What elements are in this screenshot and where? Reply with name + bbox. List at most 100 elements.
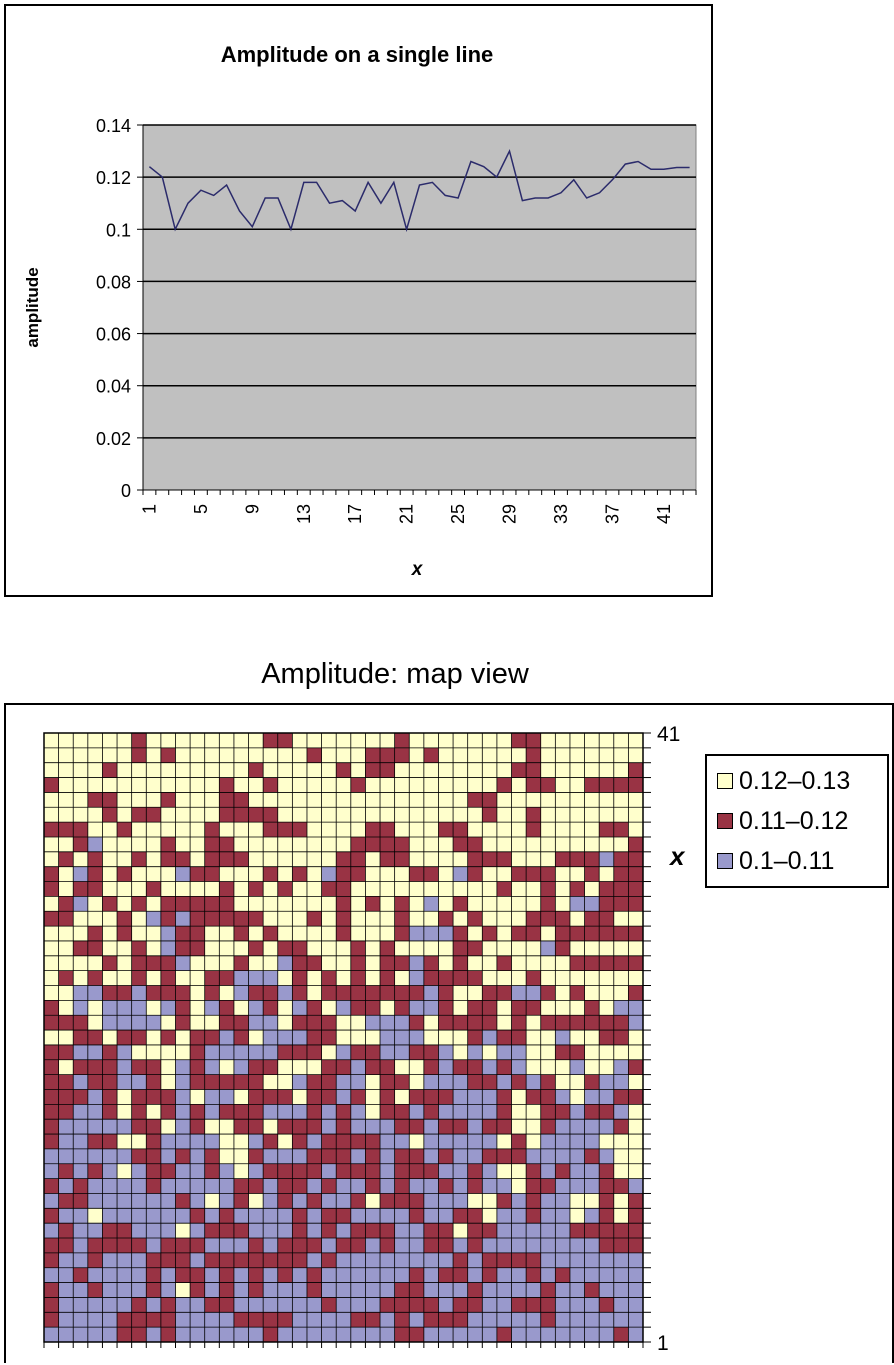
map-cell [599,1312,615,1328]
map-cell [613,733,629,749]
map-cell [219,1297,235,1313]
map-cell [569,807,585,823]
map-cell [117,1178,132,1194]
map-cell [131,1208,147,1224]
map-cell [160,1119,176,1135]
map-cell [160,1074,176,1090]
map-cell [73,1223,89,1239]
map-cell [248,1000,264,1016]
map-cell [423,851,439,867]
map-cell [146,851,162,867]
map-cell [555,1015,571,1031]
map-cell [526,1267,542,1283]
map-cell [263,807,279,823]
map-cell [526,1297,542,1313]
map-cell [204,1178,220,1194]
map-cell [306,1223,322,1239]
map-cell [526,1119,542,1135]
map-cell [613,866,629,882]
map-cell [131,940,147,957]
map-cell [350,836,366,853]
map-cell [467,955,483,971]
map-cell [292,836,308,853]
map-cell [131,762,147,778]
map-cell [438,1208,454,1224]
map-cell [613,881,629,897]
map-cell [540,896,556,912]
map-cell [248,896,264,912]
map-cell [613,822,629,838]
map-cell [496,822,512,838]
map-cell [365,866,381,882]
map-cell [146,926,162,942]
map-cell [423,1044,439,1061]
map-cell [380,851,395,867]
map-cell [219,733,235,749]
map-cell [496,1282,512,1298]
map-cell [453,762,468,778]
map-cell [160,1044,176,1061]
map-cell [628,1148,644,1165]
map-cell [336,762,352,778]
map-cell [438,1030,454,1046]
map-cell [365,1193,381,1209]
map-cell [584,762,600,778]
map-cell [540,1059,556,1075]
map-cell [336,747,352,763]
map-cell [628,985,644,1001]
map-cell [58,970,74,986]
map-cell [613,1208,629,1224]
map-cell [569,1134,585,1150]
map-cell [613,836,629,853]
map-cell [496,836,512,853]
map-cell [482,822,498,838]
map-cell [321,1059,337,1075]
map-cell [306,807,322,823]
map-cell [87,792,103,808]
map-cell [467,1000,483,1016]
map-cell [306,896,322,912]
map-cell [496,940,512,957]
map-cell [292,1282,308,1298]
map-cell [58,1208,74,1224]
map-cell [175,1312,191,1328]
map-cell [204,762,220,778]
map-cell [394,1030,410,1046]
map-cell [175,836,191,853]
map-cell [350,1148,366,1165]
map-cell [496,1297,512,1313]
map-cell [58,1238,74,1254]
map-cell [146,762,162,778]
map-cell [467,1104,483,1120]
map-cell [146,1059,162,1075]
map-cell [584,747,600,763]
map-cell [555,1238,571,1254]
map-cell [190,1267,206,1283]
map-cell [453,1030,468,1046]
map-cell [190,822,206,838]
map-cell [204,792,220,808]
map-cell [423,747,439,763]
map-cell [599,955,615,971]
map-cell [365,792,381,808]
map-cell [569,733,585,749]
map-cell [423,1000,439,1016]
map-cell [540,777,556,793]
map-cell [438,1238,454,1254]
map-cell [628,1238,644,1254]
map-cell [204,1163,220,1179]
map-cell [175,1089,191,1105]
map-cell [321,1000,337,1016]
map-cell [453,970,468,986]
map-cell [555,1163,571,1179]
map-cell [306,1238,322,1254]
map-cell [248,1312,264,1328]
map-cell [482,955,498,971]
map-cell [526,1074,542,1090]
map-cell [453,881,468,897]
map-cell [102,866,118,882]
map-cell [117,733,132,749]
map-cell [526,777,542,793]
map-cell [131,1000,147,1016]
map-cell [613,762,629,778]
